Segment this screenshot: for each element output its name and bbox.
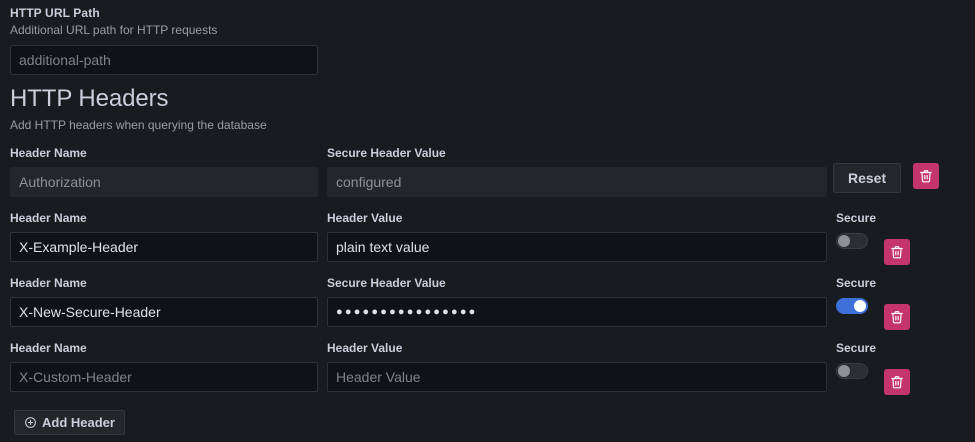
delete-header-button[interactable] — [884, 304, 910, 330]
header-value-group: Header Value — [327, 341, 827, 392]
header-name-group: Header Name — [10, 341, 318, 392]
secure-toggle[interactable] — [836, 363, 868, 379]
add-header-button[interactable]: Add Header — [14, 410, 125, 435]
table-row: Header Name Secure Header Value Reset — [0, 146, 975, 211]
header-name-input[interactable] — [10, 297, 318, 327]
header-name-label: Header Name — [10, 276, 87, 290]
add-header-label: Add Header — [42, 415, 115, 430]
header-value-group: Header Value — [327, 211, 827, 262]
toggle-knob — [838, 235, 850, 247]
header-value-input[interactable] — [327, 362, 827, 392]
delete-wrapper — [884, 239, 910, 265]
secure-label: Secure — [836, 341, 877, 355]
header-name-group: Header Name — [10, 146, 318, 197]
header-value-label: Header Value — [327, 341, 403, 355]
section-description: Add HTTP headers when querying the datab… — [10, 118, 267, 132]
delete-wrapper — [884, 304, 910, 330]
header-name-input[interactable] — [10, 232, 318, 262]
http-url-path-description: Additional URL path for HTTP requests — [10, 23, 218, 37]
trash-icon — [890, 375, 904, 389]
header-name-label: Header Name — [10, 341, 87, 355]
table-row: Header Name Header Value Secure — [0, 341, 975, 406]
secure-toggle[interactable] — [836, 298, 868, 314]
header-name-input[interactable] — [10, 362, 318, 392]
toggle-knob — [838, 365, 850, 377]
trash-icon — [890, 245, 904, 259]
header-value-label: Secure Header Value — [327, 276, 446, 290]
header-rows-list: Header Name Secure Header Value Reset — [0, 146, 975, 406]
header-name-input[interactable] — [10, 167, 318, 197]
delete-header-button[interactable] — [884, 369, 910, 395]
secure-toggle[interactable] — [836, 233, 868, 249]
secure-label: Secure — [836, 276, 877, 290]
header-name-group: Header Name — [10, 276, 318, 327]
reset-wrapper: Reset — [833, 163, 902, 193]
header-value-label: Header Value — [327, 211, 403, 225]
table-row: Header Name Header Value Secure — [0, 211, 975, 276]
toggle-knob — [854, 300, 866, 312]
header-value-group: Secure Header Value — [327, 146, 827, 197]
http-url-path-group: HTTP URL Path Additional URL path for HT… — [10, 6, 318, 75]
header-name-label: Header Name — [10, 211, 87, 225]
http-url-path-input[interactable] — [10, 45, 318, 75]
delete-wrapper — [913, 163, 939, 189]
secure-toggle-group: Secure — [836, 276, 896, 314]
trash-icon — [919, 169, 933, 183]
trash-icon — [890, 310, 904, 324]
delete-header-button[interactable] — [913, 163, 939, 189]
reset-button[interactable]: Reset — [833, 163, 902, 193]
secure-toggle-group: Secure — [836, 341, 896, 379]
header-value-input-masked[interactable]: ●●●●●●●●●●●●●●●● — [327, 297, 827, 327]
header-value-label: Secure Header Value — [327, 146, 446, 160]
header-value-input[interactable] — [327, 232, 827, 262]
http-headers-section-header: HTTP Headers Add HTTP headers when query… — [10, 84, 267, 133]
header-value-group: Secure Header Value ●●●●●●●●●●●●●●●● — [327, 276, 827, 327]
header-value-input[interactable] — [327, 167, 827, 197]
delete-header-button[interactable] — [884, 239, 910, 265]
delete-wrapper — [884, 369, 910, 395]
header-name-group: Header Name — [10, 211, 318, 262]
secure-label: Secure — [836, 211, 877, 225]
table-row: Header Name Secure Header Value ●●●●●●●●… — [0, 276, 975, 341]
plus-circle-icon — [24, 416, 37, 429]
page-title: HTTP Headers — [10, 85, 169, 112]
header-name-label: Header Name — [10, 146, 87, 160]
secure-toggle-group: Secure — [836, 211, 896, 249]
http-url-path-label: HTTP URL Path — [10, 6, 100, 20]
